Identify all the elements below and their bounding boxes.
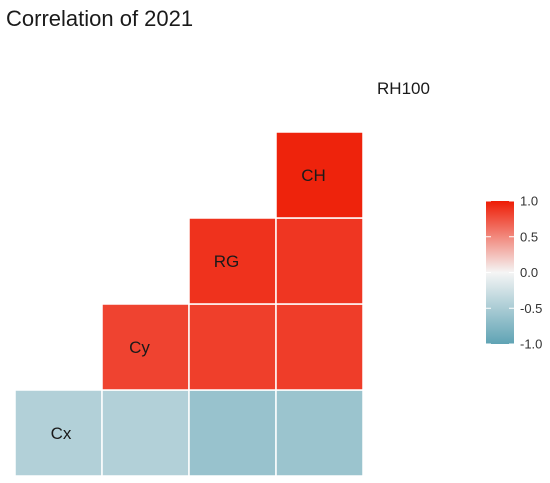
variable-label-ch: CH xyxy=(301,166,326,185)
legend-tick-label: -0.5 xyxy=(520,301,542,316)
chart-title: Correlation of 2021 xyxy=(6,6,193,31)
heatmap-cell-rg-ch xyxy=(275,217,364,305)
heatmap-cell-cx-rg xyxy=(188,389,277,477)
heatmap-cell-cx-cy xyxy=(101,389,190,477)
variable-label-cy: Cy xyxy=(129,338,150,357)
heatmap-cell-cx-ch xyxy=(275,389,364,477)
variable-label-rg: RG xyxy=(214,252,240,271)
heatmap-cells xyxy=(14,131,364,477)
legend-tick-label: 0.5 xyxy=(520,229,538,244)
legend-tick-label: 0.0 xyxy=(520,265,538,280)
heatmap-cell-cy-rg xyxy=(188,303,277,391)
heatmap-cell-ch-ch xyxy=(275,131,364,219)
variable-label-cx: Cx xyxy=(51,424,72,443)
heatmap-cell-rg-rg xyxy=(188,217,277,305)
heatmap-cell-cy-cy xyxy=(101,303,190,391)
color-legend: 1.0 0.5 0.0 -0.5 -1.0 xyxy=(486,194,542,352)
variable-labels: Cx Cy RG CH RH100 xyxy=(51,79,430,443)
legend-tick-label: 1.0 xyxy=(520,194,538,209)
heatmap-cell-cy-ch xyxy=(275,303,364,391)
legend-tick-label: -1.0 xyxy=(520,337,542,352)
heatmap-cell-cx-cx xyxy=(14,389,103,477)
variable-label-rh100: RH100 xyxy=(377,79,430,98)
